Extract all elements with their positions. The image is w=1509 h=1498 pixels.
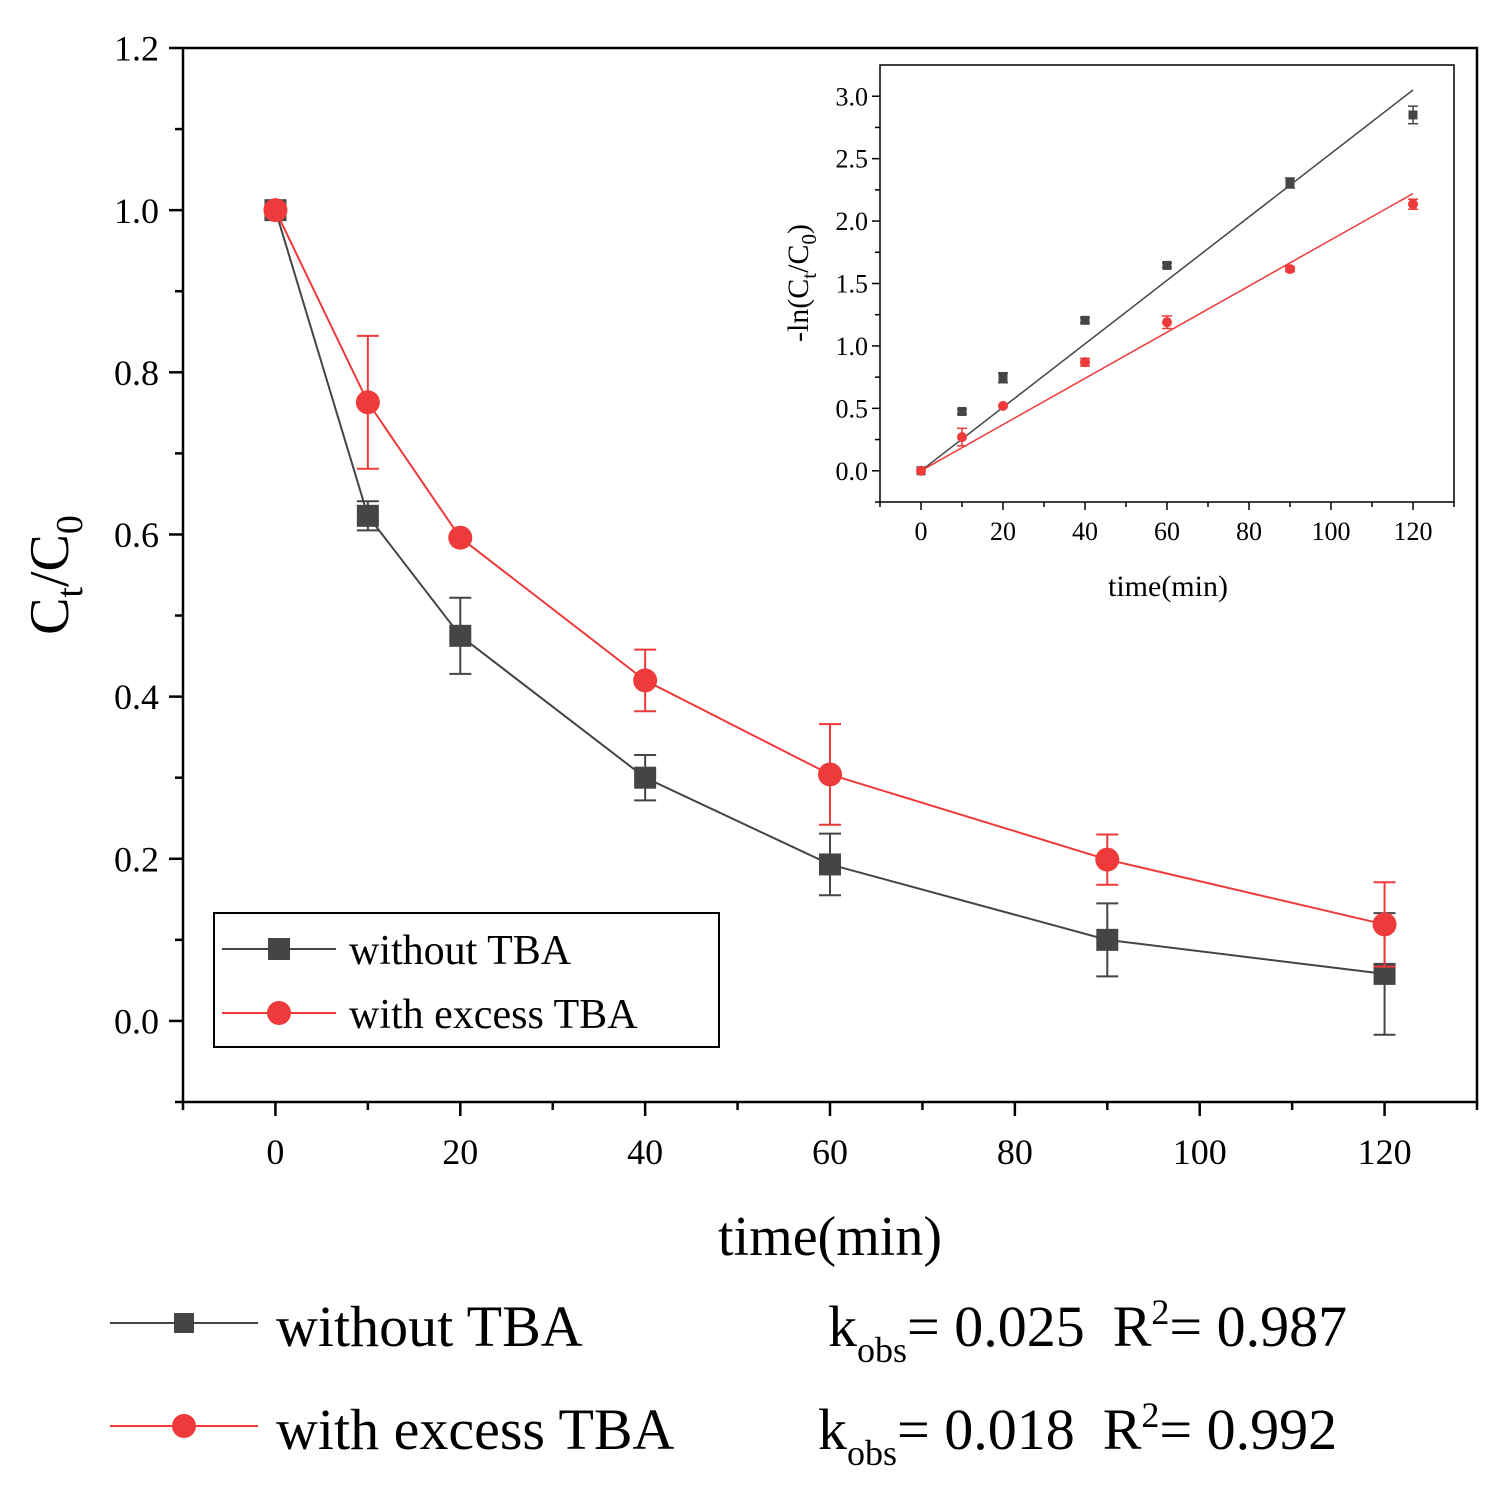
x-tick-label: 60 [1154, 517, 1180, 546]
inset-series [916, 89, 1418, 476]
y-tick-label: 2.0 [836, 207, 869, 236]
fit-line [920, 192, 1414, 472]
x-tick-label: 20 [990, 517, 1016, 546]
bottom-legend-label-without-tba: without TBA [276, 1294, 583, 1359]
legend-label-with-excess-tba: with excess TBA [349, 992, 638, 1038]
bottom-legend-label-with-excess-tba: with excess TBA [276, 1397, 675, 1462]
bottom-legend-marker-square [174, 1313, 194, 1333]
y-tick-label: 1.2 [114, 29, 159, 69]
y-tick-label: 0.0 [836, 457, 869, 486]
inset-y-ticks: 0.0 0.5 1.0 1.5 2.0 2.5 3.0 [836, 82, 880, 503]
data-point-square [1285, 178, 1295, 188]
bottom-legend-stats-with-excess-tba: kobs= 0.018 R2= 0.992 [818, 1395, 1337, 1473]
data-point-circle [1372, 912, 1397, 937]
inset-x-ticks: 0 20 40 60 80 100 120 [879, 502, 1455, 546]
data-point-circle [916, 465, 926, 476]
inset-x-axis-title: time(min) [1108, 570, 1228, 603]
data-point-square [1373, 962, 1396, 985]
y-tick-label: 0.2 [114, 839, 159, 879]
main-y-axis-title: Ct/C0 [19, 515, 91, 635]
data-point-circle [1080, 357, 1090, 368]
bottom-legend-marker-circle [172, 1414, 196, 1438]
legend-marker-square [268, 938, 290, 960]
main-chart: 0 20 40 60 80 100 120 0.0 0.2 0.4 0.6 0.8 1.0 1.2 ti… [19, 29, 1479, 1268]
y-tick-label: 2.5 [836, 145, 869, 174]
fit-line [920, 89, 1414, 472]
data-point-circle [1285, 264, 1295, 275]
main-legend: without TBA with excess TBA [213, 912, 720, 1048]
data-point-circle [355, 390, 380, 415]
main-series [263, 198, 1397, 1036]
x-tick-label: 40 [627, 1132, 663, 1172]
data-point-square [1080, 315, 1090, 325]
y-tick-label: 0.5 [836, 394, 869, 423]
y-tick-label: 1.0 [114, 191, 159, 231]
series-0 [916, 89, 1418, 476]
x-tick-label: 120 [1394, 517, 1433, 546]
main-x-ticks: 0 20 40 60 80 100 120 [181, 1102, 1479, 1172]
data-point-square [998, 373, 1008, 383]
data-point-circle [957, 432, 967, 443]
data-point-square [1408, 110, 1418, 120]
y-tick-label: 0.6 [114, 515, 159, 555]
bottom-legend: without TBA kobs= 0.025 R2= 0.987 with ex… [110, 1292, 1347, 1473]
x-tick-label: 60 [812, 1132, 848, 1172]
legend-marker-circle [267, 1001, 291, 1025]
x-tick-label: 80 [1236, 517, 1262, 546]
x-tick-label: 0 [915, 517, 928, 546]
x-tick-label: 80 [997, 1132, 1033, 1172]
data-point-square [356, 504, 379, 527]
data-point-circle [818, 762, 842, 787]
data-point-circle [998, 400, 1008, 411]
bottom-legend-stats-without-tba: kobs= 0.025 R2= 0.987 [828, 1292, 1347, 1370]
data-point-square [634, 766, 657, 789]
x-tick-label: 100 [1173, 1132, 1227, 1172]
bottom-legend-row-without-tba: without TBA kobs= 0.025 R2= 0.987 [110, 1292, 1347, 1370]
x-tick-label: 120 [1358, 1132, 1412, 1172]
series-1 [916, 192, 1418, 476]
data-point-square [449, 624, 472, 647]
data-point-circle [633, 668, 658, 693]
data-point-circle [1162, 317, 1172, 328]
y-tick-label: 0.8 [114, 353, 159, 393]
legend-label-without-tba: without TBA [349, 928, 572, 974]
y-tick-label: 0.0 [114, 1002, 159, 1042]
x-tick-label: 40 [1072, 517, 1098, 546]
data-point-circle [1095, 847, 1120, 872]
data-point-circle [448, 525, 473, 550]
y-tick-label: 3.0 [836, 82, 869, 111]
y-tick-label: 1.5 [836, 270, 869, 299]
bottom-legend-row-with-excess-tba: with excess TBA kobs= 0.018 R2= 0.992 [110, 1395, 1337, 1473]
data-point-circle [263, 198, 288, 223]
main-y-ticks: 0.0 0.2 0.4 0.6 0.8 1.0 1.2 [114, 29, 183, 1104]
data-point-circle [1408, 199, 1418, 210]
y-tick-label: 0.4 [114, 677, 159, 717]
inset-chart: 0 20 40 60 80 100 120 0.0 0.5 1.0 1.5 2.0 2.5 3.0 ti… [782, 64, 1455, 603]
data-point-square [957, 406, 967, 416]
x-tick-label: 0 [266, 1132, 284, 1172]
data-point-square [1096, 928, 1119, 951]
main-x-axis-title: time(min) [718, 1206, 942, 1268]
series-1 [263, 198, 1397, 968]
main-legend-box [213, 912, 720, 1048]
y-tick-label: 1.0 [836, 332, 869, 361]
data-point-square [1162, 260, 1172, 270]
x-tick-label: 100 [1312, 517, 1351, 546]
x-tick-label: 20 [442, 1132, 478, 1172]
series-0 [264, 199, 1396, 1036]
inset-y-axis-title: -ln(Ct/C0) [782, 224, 821, 342]
data-point-square [819, 853, 841, 876]
